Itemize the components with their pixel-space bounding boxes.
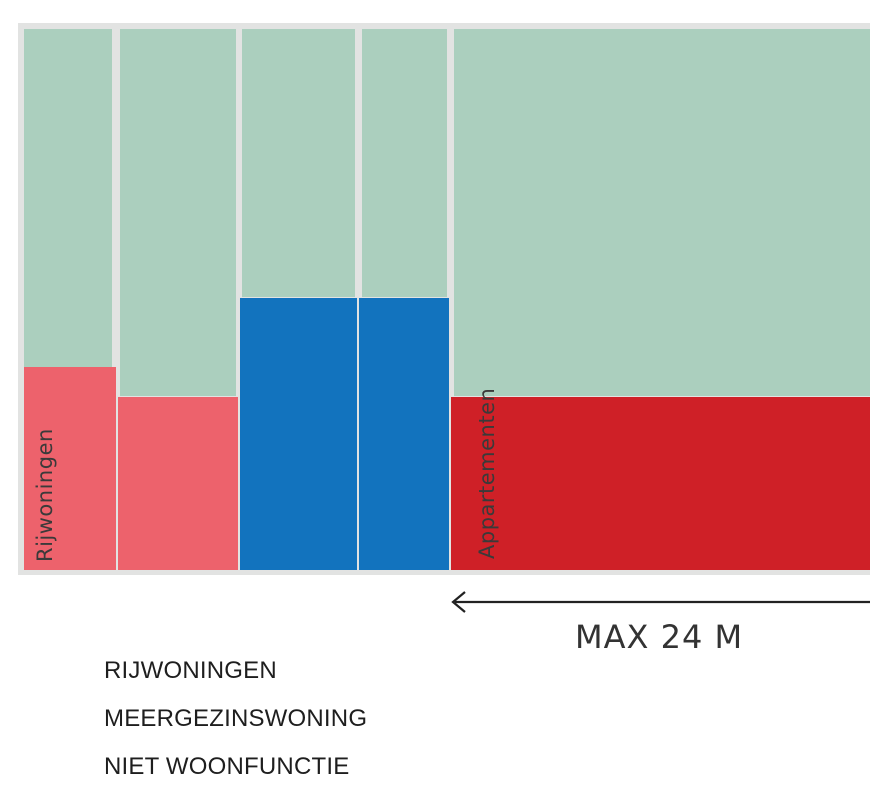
green-zone-1 (24, 29, 112, 367)
label-rijwoningen: Rijwoningen (33, 428, 57, 562)
label-appartementen: Appartementen (475, 387, 499, 559)
meergezinswoning-block-1 (240, 298, 357, 570)
legend-item-niet-woonfunctie: NIET WOONFUNCTIE (104, 753, 350, 780)
arrow-head (451, 591, 466, 613)
green-zone-5 (454, 29, 870, 396)
legend-item-meergezinswoning: MEERGEZINSWONING (104, 705, 368, 732)
meergezinswoning-block-2 (359, 298, 449, 570)
appartementen-block (451, 397, 870, 570)
green-zone-2 (120, 29, 236, 396)
green-zone-3 (242, 29, 355, 297)
legend: RIJWONINGEN MEERGEZINSWONING NIET WOONFU… (104, 656, 367, 800)
arrow-left-icon (451, 591, 870, 613)
legend-item-rijwoningen: RIJWONINGEN (104, 657, 277, 684)
rijwoning-block-1 (24, 367, 116, 570)
max-width-label: MAX 24 M (575, 618, 744, 656)
rijwoning-block-2 (118, 397, 238, 570)
green-zone-4 (362, 29, 447, 297)
diagram-frame (18, 23, 870, 575)
